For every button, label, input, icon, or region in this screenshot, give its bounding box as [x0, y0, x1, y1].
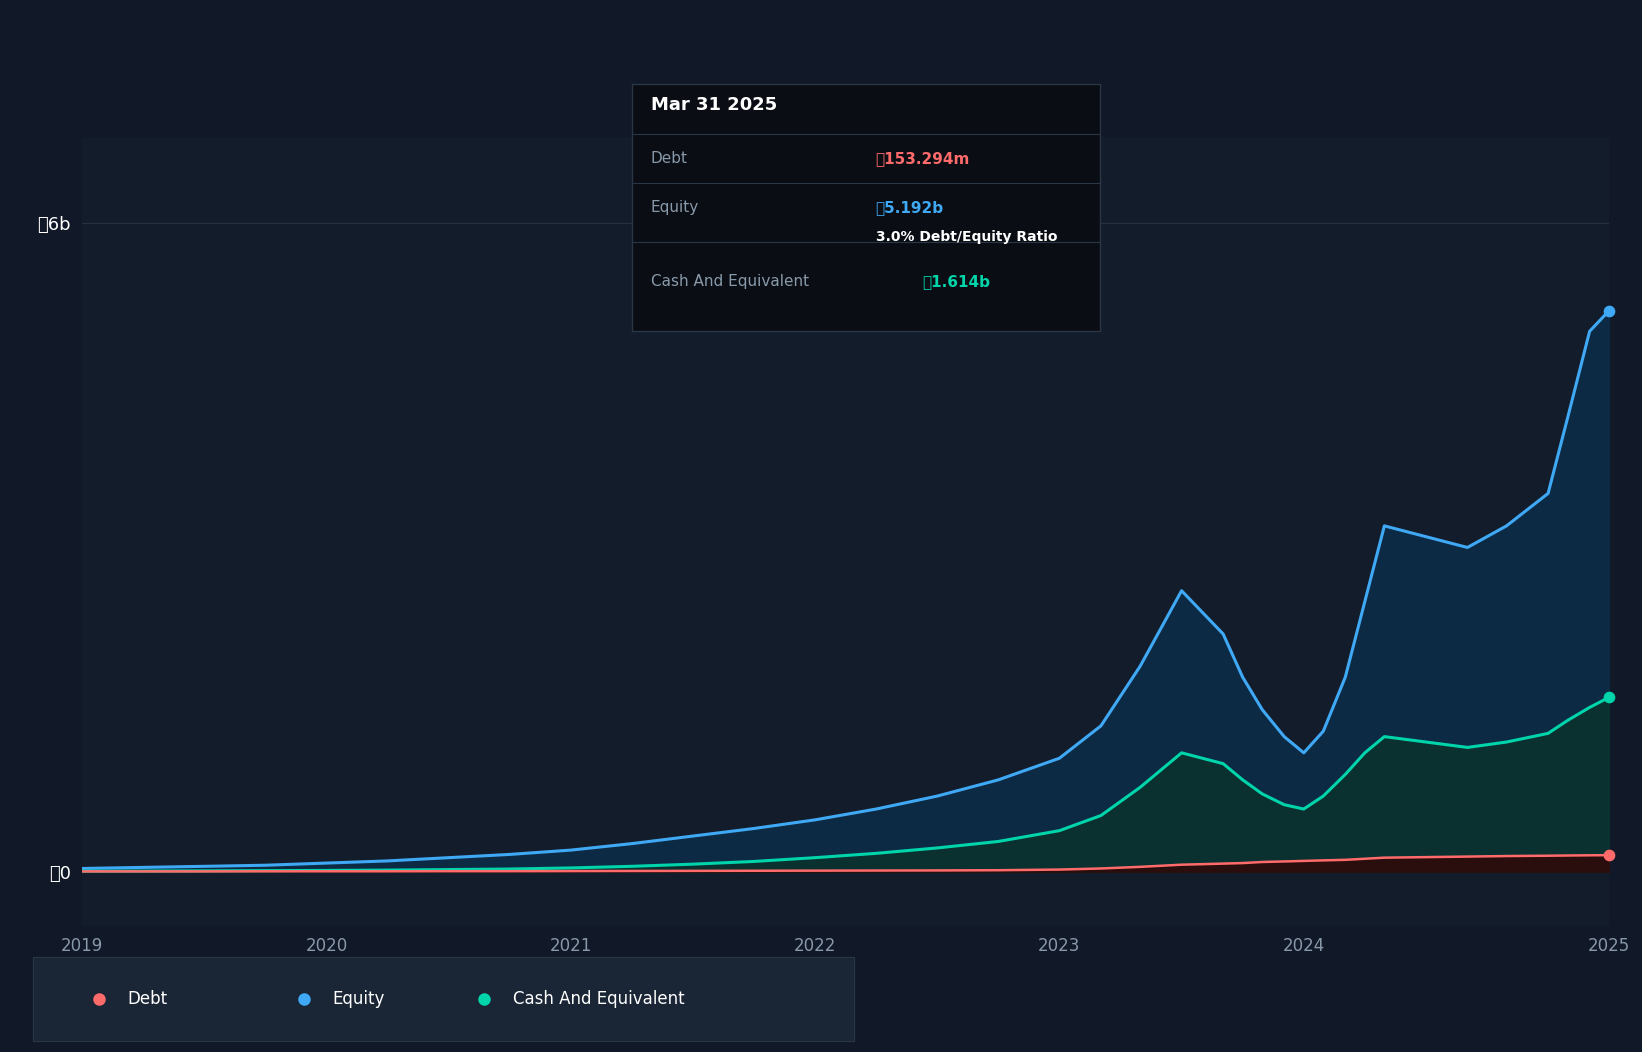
Text: ₼153.294m: ₼153.294m: [875, 150, 970, 166]
Text: Equity: Equity: [650, 200, 699, 216]
Point: [1596, 847, 1622, 864]
Text: Debt: Debt: [650, 150, 688, 166]
Text: Debt: Debt: [128, 990, 167, 1009]
Point: [1596, 302, 1622, 319]
Text: ₼1.614b: ₼1.614b: [923, 275, 990, 289]
Text: Mar 31 2025: Mar 31 2025: [650, 96, 777, 115]
Text: Cash And Equivalent: Cash And Equivalent: [650, 275, 810, 289]
Text: Cash And Equivalent: Cash And Equivalent: [514, 990, 685, 1009]
Text: ₼5.192b: ₼5.192b: [875, 200, 944, 216]
Text: 3.0% Debt/Equity Ratio: 3.0% Debt/Equity Ratio: [875, 230, 1057, 244]
Text: Equity: Equity: [332, 990, 384, 1009]
Point: [1596, 689, 1622, 706]
